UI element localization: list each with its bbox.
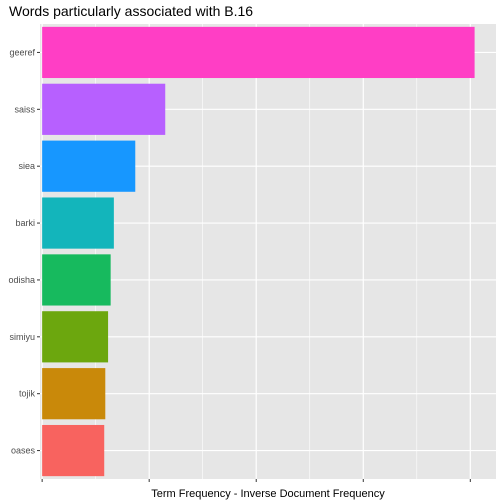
y-tick-label-geeref: geeref bbox=[9, 47, 35, 57]
y-tick-label-simiyu: simiyu bbox=[9, 332, 35, 342]
y-tick-label-saiss: saiss bbox=[14, 104, 35, 114]
bar-siea bbox=[42, 140, 136, 192]
y-tick-label-barki: barki bbox=[15, 218, 35, 228]
x-axis-title: Term Frequency - Inverse Document Freque… bbox=[151, 488, 385, 500]
bar-odisha bbox=[42, 254, 111, 306]
bar-barki bbox=[42, 197, 114, 249]
y-tick-label-oases: oases bbox=[11, 446, 36, 456]
bar-simiyu bbox=[42, 311, 109, 363]
bar-geeref bbox=[42, 26, 475, 79]
y-tick-label-odisha: odisha bbox=[8, 275, 35, 285]
y-axis: geeref saiss siea barki odisha simiyu tojik oas… bbox=[8, 47, 40, 456]
bar-saiss bbox=[42, 83, 166, 135]
bar-oases bbox=[42, 424, 105, 477]
chart-title: Words particularly associated with B.16 bbox=[9, 3, 253, 19]
bar-tojik bbox=[42, 368, 106, 420]
bars bbox=[42, 26, 475, 477]
y-tick-label-tojik: tojik bbox=[19, 389, 36, 399]
y-tick-label-siea: siea bbox=[18, 161, 35, 171]
